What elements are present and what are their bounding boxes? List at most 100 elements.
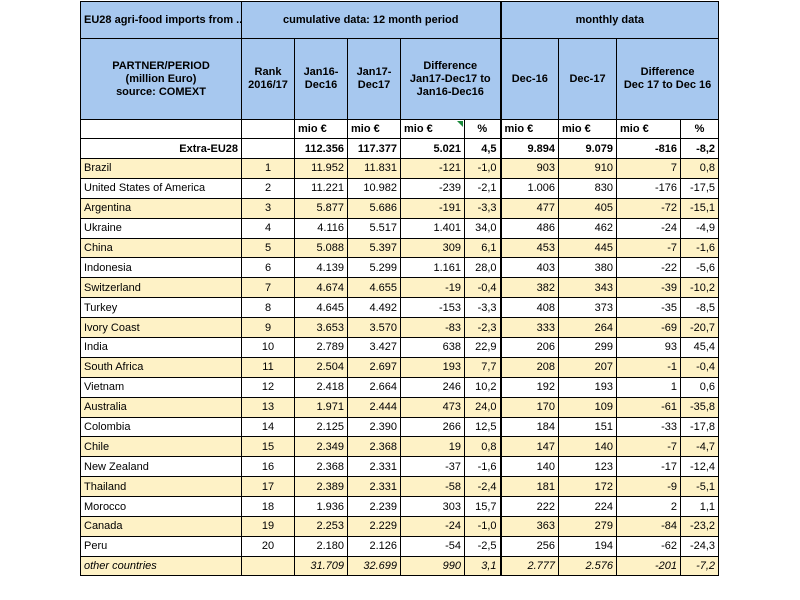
jan17-dec17-value: 4.655 — [347, 277, 401, 299]
dec16-value: 170 — [499, 396, 560, 418]
rank-value: 20 — [241, 535, 295, 557]
total-value: 5.021 — [400, 138, 465, 159]
cumulative-diff-pct: 34,0 — [463, 217, 502, 239]
jan17-dec17-value: 4.492 — [347, 297, 401, 319]
table-row: Brazil 1 11.952 11.831 -121 -1,0 903 910 7 0,8 — [80, 158, 720, 179]
monthly-difference-header: Difference Dec 17 to Dec 16 — [616, 38, 720, 120]
dec16-value: 363 — [499, 516, 560, 537]
monthly-diff-pct: -10,2 — [680, 277, 720, 299]
cumulative-diff-pct: 0,8 — [463, 436, 502, 458]
jan16-dec16-value: 2.180 — [294, 535, 348, 557]
dec16-value: 453 — [499, 237, 560, 259]
monthly-diff-value: -69 — [616, 317, 682, 339]
table-row: New Zealand 16 2.368 2.331 -37 -1,6 140 123 -17-… — [80, 456, 720, 478]
monthly-diff-value: -35 — [616, 297, 682, 319]
jan17-dec17-value: 2.126 — [347, 535, 401, 557]
monthly-diff-pct: 0,6 — [680, 376, 720, 398]
dec17-value: 373 — [558, 297, 618, 319]
dec16-value: 333 — [499, 317, 560, 339]
dec16-value: 140 — [499, 456, 560, 478]
monthly-diff-pct: 0,8 — [680, 158, 720, 179]
jan16-dec16-value: 4.674 — [294, 277, 348, 299]
total-value: -816 — [616, 138, 682, 159]
partner-header-line3: source: COMEXT — [116, 85, 206, 98]
jan17-dec17-value: 2.331 — [347, 476, 401, 498]
table-row: Morocco 18 1.936 2.239 303 15,7 222 224 2 1,1 — [80, 496, 720, 518]
rank-value: 4 — [241, 217, 295, 239]
table-row: Chile 15 2.349 2.368 19 0,8 147 140 -7 -4,7 — [80, 436, 720, 458]
table-row: United States of America 2 11.221 10.982 -23… — [80, 177, 720, 199]
monthly-diff-pct: -8,5 — [680, 297, 720, 319]
jan17-dec17-value: 5.517 — [347, 217, 401, 239]
monthly-diff-pct: 1,1 — [680, 496, 720, 518]
table-title-cell: EU28 agri-food imports from .... — [80, 1, 242, 39]
jan17-header-line2: Dec17 — [357, 79, 391, 91]
monthly-diff-value: -72 — [616, 197, 682, 219]
jan17-dec17-value: 2.331 — [347, 456, 401, 478]
total-value: 117.377 — [347, 138, 401, 159]
total-value: 4,5 — [463, 138, 502, 159]
other-countries-value: 32.699 — [347, 555, 401, 576]
cumulative-diff-value: -83 — [400, 317, 465, 339]
monthly-diff-value: -22 — [616, 257, 682, 279]
rank-value: 13 — [241, 396, 295, 418]
cumulative-diff-pct: -2,5 — [463, 535, 502, 557]
jan16-header-line1: Jan16- — [303, 66, 339, 78]
total-value: 112.356 — [294, 138, 348, 159]
jan16-dec16-header: Jan16- Dec16 — [294, 38, 348, 120]
rank-value: 19 — [241, 516, 295, 537]
jan16-dec16-value: 2.789 — [294, 337, 348, 358]
monthly-diff-value: -7 — [616, 436, 682, 458]
units-row: mio € mio € mio € % mio € mio € mio € % — [80, 119, 720, 139]
cumulative-diff-value: 309 — [400, 237, 465, 259]
country-name: Switzerland — [80, 277, 242, 299]
rank-value: 16 — [241, 456, 295, 478]
mdiff-header-line2: Dec 17 to Dec 16 — [623, 79, 712, 91]
country-name: China — [80, 237, 242, 259]
rank-value: 2 — [241, 177, 295, 199]
jan17-dec17-value: 3.427 — [347, 337, 401, 358]
dec16-header: Dec-16 — [499, 38, 560, 120]
diff-header-line3: Jan16-Dec16 — [416, 85, 484, 98]
total-value: 9.894 — [499, 138, 560, 159]
cumulative-diff-value: 1.401 — [400, 217, 465, 239]
monthly-diff-value: -39 — [616, 277, 682, 299]
total-value: 9.079 — [558, 138, 618, 159]
dec17-value: 123 — [558, 456, 618, 478]
partner-header: PARTNER/PERIOD (million Euro) source: CO… — [80, 38, 242, 120]
dec17-value: 140 — [558, 436, 618, 458]
country-name: India — [80, 337, 242, 358]
monthly-diff-pct: -23,2 — [680, 516, 720, 537]
cumulative-diff-value: -121 — [400, 158, 465, 179]
jan16-dec16-value: 1.936 — [294, 496, 348, 518]
dec16-value: 477 — [499, 197, 560, 219]
monthly-diff-pct: -5,1 — [680, 476, 720, 498]
jan17-dec17-value: 2.229 — [347, 516, 401, 537]
jan16-dec16-value: 2.504 — [294, 356, 348, 378]
dec16-value: 256 — [499, 535, 560, 557]
table-row: Switzerland 7 4.674 4.655 -19 -0,4 382 343 -39 -1… — [80, 277, 720, 299]
cumulative-diff-value: 19 — [400, 436, 465, 458]
cumulative-diff-value: -239 — [400, 177, 465, 199]
jan16-dec16-value: 2.125 — [294, 416, 348, 438]
monthly-diff-value: -17 — [616, 456, 682, 478]
other-countries-value: 31.709 — [294, 555, 348, 576]
rank-value: 18 — [241, 496, 295, 518]
country-name: Indonesia — [80, 257, 242, 279]
jan16-dec16-value: 5.877 — [294, 197, 348, 219]
dec17-value: 462 — [558, 217, 618, 239]
cumulative-diff-value: 266 — [400, 416, 465, 438]
other-countries-value: -7,2 — [680, 555, 720, 576]
monthly-diff-pct: -0,4 — [680, 356, 720, 378]
rank-value: 14 — [241, 416, 295, 438]
monthly-diff-pct: -17,5 — [680, 177, 720, 199]
jan16-dec16-value: 5.088 — [294, 237, 348, 259]
monthly-diff-pct: -1,6 — [680, 237, 720, 259]
dec17-value: 193 — [558, 376, 618, 398]
monthly-diff-pct: -12,4 — [680, 456, 720, 478]
table-row: Colombia 14 2.125 2.390 266 12,5 184 151 -33 -17,… — [80, 416, 720, 438]
jan17-dec17-value: 10.982 — [347, 177, 401, 199]
rank-value: 7 — [241, 277, 295, 299]
unit-cell: mio € — [294, 119, 348, 139]
jan16-dec16-value: 4.645 — [294, 297, 348, 319]
